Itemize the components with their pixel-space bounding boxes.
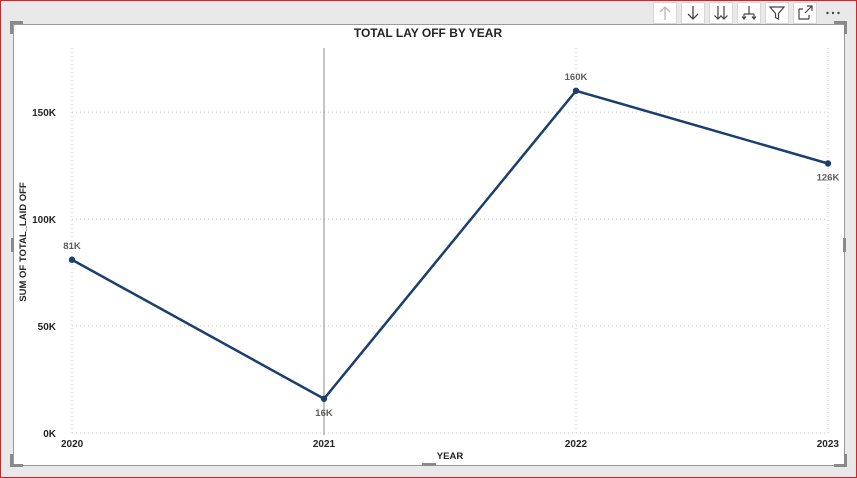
data-point <box>68 256 76 263</box>
drill-up-button[interactable] <box>653 2 677 24</box>
x-tick-label: 2020 <box>61 439 84 450</box>
y-tick-label: 0K <box>43 429 57 440</box>
more-options-icon <box>826 11 840 15</box>
double-arrow-down-icon <box>714 6 728 20</box>
data-label: 160K <box>565 72 588 83</box>
more-options-button[interactable] <box>821 2 845 24</box>
y-tick-label: 150K <box>32 108 57 119</box>
visual-header-toolbar <box>653 2 845 26</box>
y-tick-label: 50K <box>38 322 57 333</box>
chart-title: TOTAL LAY OFF BY YEAR <box>354 26 503 40</box>
series-line <box>71 89 829 401</box>
next-level-button[interactable] <box>709 2 733 24</box>
data-point <box>320 395 328 402</box>
series-group <box>68 87 832 402</box>
data-label: 126K <box>817 173 840 184</box>
resize-handle-bottom-left[interactable] <box>10 454 23 467</box>
resize-handle-bottom[interactable] <box>422 463 436 466</box>
y-axis-ticks: 0K 50K 100K 150K <box>32 108 57 440</box>
data-point <box>572 87 580 94</box>
x-tick-label: 2023 <box>817 439 840 450</box>
y-tick-label: 100K <box>32 215 57 226</box>
drill-down-button[interactable] <box>681 2 705 24</box>
resize-handle-right[interactable] <box>843 238 846 252</box>
x-axis-ticks: 2020 2021 2022 2023 <box>61 439 839 450</box>
x-axis-title: YEAR <box>437 451 464 462</box>
focus-mode-button[interactable] <box>793 2 817 24</box>
data-labels: 81K 16K 160K 126K <box>63 72 839 419</box>
focus-mode-icon <box>798 5 813 20</box>
gridlines <box>71 48 829 434</box>
arrow-up-icon <box>659 6 671 20</box>
data-label: 16K <box>315 408 333 419</box>
expand-hierarchy-icon <box>741 6 757 20</box>
resize-handle-top-left[interactable] <box>10 21 23 34</box>
data-label: 81K <box>63 241 81 252</box>
expand-hierarchy-button[interactable] <box>737 2 761 24</box>
data-point <box>824 160 832 167</box>
resize-handle-bottom-right[interactable] <box>834 454 847 467</box>
filter-button[interactable] <box>765 2 789 24</box>
x-tick-label: 2021 <box>313 439 336 450</box>
resize-handle-top-right[interactable] <box>834 21 847 34</box>
arrow-down-icon <box>687 6 699 20</box>
chart-visual[interactable] <box>13 24 845 466</box>
x-tick-label: 2022 <box>565 439 588 450</box>
resize-handle-left[interactable] <box>11 238 14 252</box>
filter-icon <box>768 6 786 20</box>
y-axis-title: SUM OF TOTAL_LAID OFF <box>18 182 29 302</box>
